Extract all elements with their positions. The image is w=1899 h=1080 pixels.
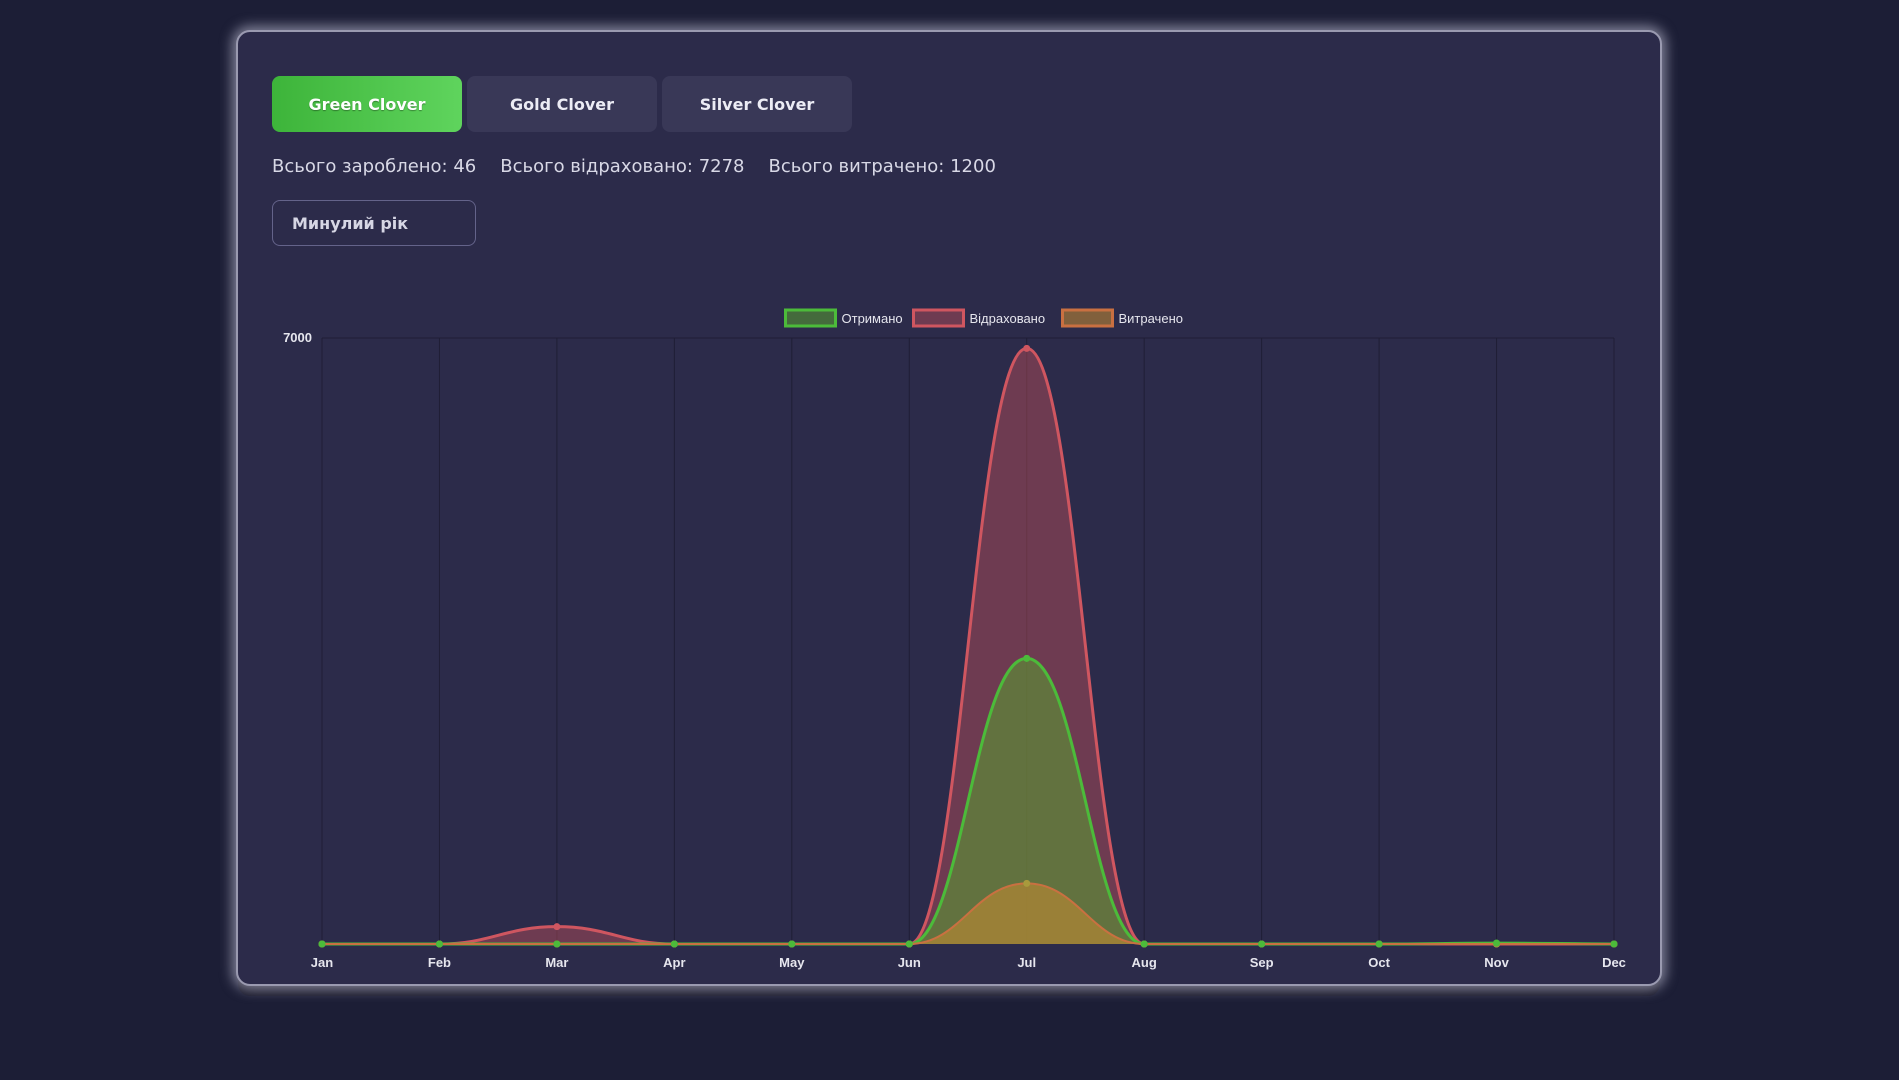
point-green-top-mar <box>553 940 561 948</box>
tab-green-clover[interactable]: Green Clover <box>272 76 462 132</box>
point-green-top-oct <box>1375 940 1383 948</box>
legend-swatch-series-2 <box>1061 308 1114 328</box>
point-green-top-jul <box>1023 654 1031 662</box>
x-tick-label-jun: Jun <box>898 955 921 970</box>
x-tick-label-may: May <box>779 955 805 970</box>
point-green-top-jun <box>905 940 913 948</box>
main-panel: Green Clover Gold Clover Silver Clover В… <box>236 30 1662 986</box>
point-series-1-mar <box>553 923 561 931</box>
point-green-top-apr <box>670 940 678 948</box>
total-deducted: Всього відраховано: 7278 <box>500 156 745 177</box>
x-tick-label-apr: Apr <box>663 955 685 970</box>
point-green-top-may <box>788 940 796 948</box>
legend-swatch-series-0 <box>784 308 837 328</box>
total-earned: Всього зароблено: 46 <box>272 156 477 177</box>
line-series-2 <box>322 882 1614 945</box>
tab-silver-clover[interactable]: Silver Clover <box>662 76 852 132</box>
period-select[interactable]: Минулий рік <box>272 200 476 246</box>
x-tick-label-dec: Dec <box>1602 955 1626 970</box>
point-green-top-feb <box>435 940 443 948</box>
area-chart: 7000 Jan Feb Mar Apr May Jun Jul Aug Sep Oct Nov Dec… <box>283 308 1626 970</box>
point-green-top-nov <box>1493 939 1501 947</box>
total-spent: Всього витрачено: 1200 <box>768 156 996 177</box>
clover-tabs: Green Clover Gold Clover Silver Clover <box>272 76 852 132</box>
point-green-top-sep <box>1258 940 1266 948</box>
legend-label-series-2: Витрачено <box>1119 311 1183 326</box>
x-tick-label-mar: Mar <box>545 955 568 970</box>
legend-label-series-1: Відраховано <box>970 311 1046 326</box>
legend-swatch-series-1 <box>912 308 965 328</box>
x-tick-label-jan: Jan <box>311 955 333 970</box>
tab-gold-clover[interactable]: Gold Clover <box>467 76 657 132</box>
y-tick-label: 7000 <box>283 330 312 345</box>
x-tick-label-aug: Aug <box>1132 955 1157 970</box>
legend-label-series-0: Отримано <box>842 311 903 326</box>
stats-row: Всього зароблено: 46 Всього відраховано:… <box>272 156 996 177</box>
x-tick-label-sep: Sep <box>1250 955 1274 970</box>
point-green-top-aug <box>1140 940 1148 948</box>
x-tick-label-jul: Jul <box>1017 955 1036 970</box>
point-series-1-jul <box>1023 344 1031 352</box>
point-green-top-dec <box>1610 940 1618 948</box>
point-series-2-jul <box>1023 879 1031 887</box>
x-tick-label-nov: Nov <box>1484 955 1509 970</box>
x-tick-label-feb: Feb <box>428 955 451 970</box>
point-green-top-jan <box>318 940 326 948</box>
x-tick-label-oct: Oct <box>1368 955 1390 970</box>
chart-container: 7000 Jan Feb Mar Apr May Jun Jul Aug Sep Oct Nov Dec… <box>238 272 1664 992</box>
